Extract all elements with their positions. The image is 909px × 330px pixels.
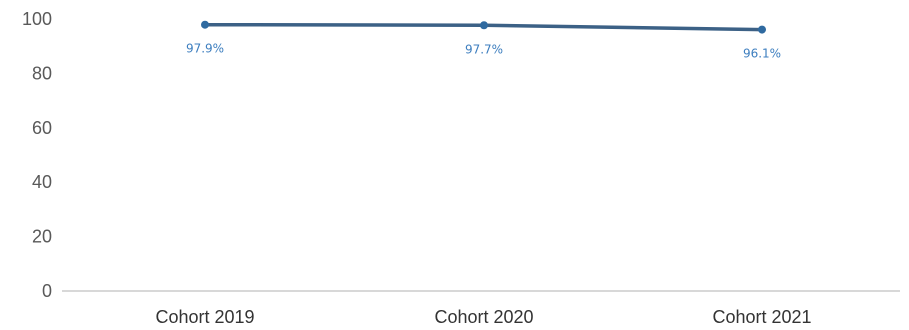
y-tick-label: 100 xyxy=(22,9,52,29)
y-tick-label: 20 xyxy=(32,227,52,247)
x-tick-label: Cohort 2020 xyxy=(434,307,533,327)
y-tick-label: 80 xyxy=(32,63,52,83)
y-tick-label: 0 xyxy=(42,281,52,301)
data-label: 97.7% xyxy=(465,42,503,56)
data-point xyxy=(201,20,209,29)
y-tick-label: 40 xyxy=(32,172,52,192)
y-tick-label: 60 xyxy=(32,118,52,138)
data-label: 96.1% xyxy=(743,47,781,61)
data-point xyxy=(758,25,766,34)
data-label: 97.9% xyxy=(186,42,224,56)
x-tick-label: Cohort 2019 xyxy=(155,307,254,327)
x-tick-label: Cohort 2021 xyxy=(712,307,811,327)
data-point xyxy=(480,21,488,30)
